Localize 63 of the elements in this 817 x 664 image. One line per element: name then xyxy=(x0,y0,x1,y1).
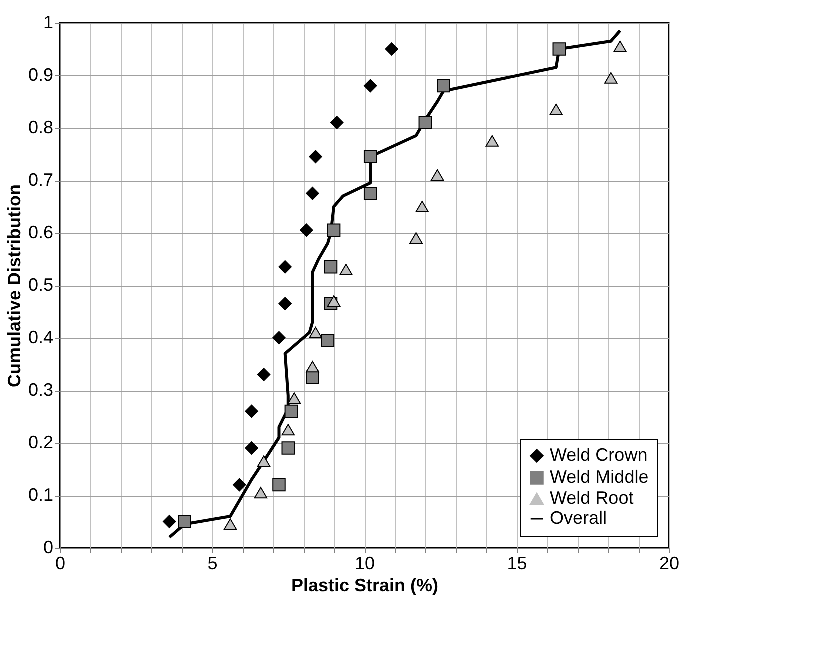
y-tick-label: 0.8 xyxy=(28,118,54,138)
point xyxy=(364,79,378,93)
point xyxy=(272,331,286,345)
point xyxy=(364,150,378,164)
legend-label: Overall xyxy=(550,508,608,528)
point xyxy=(410,232,423,244)
point xyxy=(340,264,353,276)
x-tick-label: 15 xyxy=(507,554,528,574)
point xyxy=(330,116,344,130)
point xyxy=(278,297,292,310)
x-tick-label: 10 xyxy=(354,554,376,574)
x-tick-label: 5 xyxy=(208,554,218,574)
point xyxy=(327,295,341,308)
point xyxy=(245,442,258,455)
point xyxy=(288,392,302,404)
y-tick-label: 0.9 xyxy=(28,65,54,85)
point xyxy=(430,169,444,182)
point xyxy=(272,478,286,492)
point xyxy=(282,442,295,455)
point xyxy=(437,79,450,93)
point xyxy=(233,478,246,492)
y-tick-label: 0.4 xyxy=(28,328,54,348)
point xyxy=(486,135,500,147)
y-tick-label: 0.1 xyxy=(28,485,54,505)
point xyxy=(327,224,341,237)
point xyxy=(257,456,271,468)
point xyxy=(385,42,399,56)
point xyxy=(416,200,429,213)
point xyxy=(324,260,338,274)
point xyxy=(284,404,298,418)
y-tick-label: 0.7 xyxy=(28,170,54,190)
y-tick-label: 0.2 xyxy=(28,432,54,452)
point xyxy=(224,518,238,530)
y-tick-label: 0 xyxy=(43,538,54,558)
legend-label: Weld Middle xyxy=(550,467,649,487)
point xyxy=(245,404,258,418)
y-tick-label: 0.6 xyxy=(28,222,54,242)
point xyxy=(282,424,295,436)
x-axis-title: Plastic Strain (%) xyxy=(291,576,439,596)
point xyxy=(257,368,271,382)
x-tick-label: 20 xyxy=(659,554,680,574)
legend-label: Weld Root xyxy=(550,488,634,508)
point xyxy=(309,326,322,339)
point xyxy=(309,150,322,164)
point xyxy=(178,515,192,528)
point xyxy=(614,40,627,52)
point xyxy=(550,104,563,116)
point xyxy=(306,361,320,373)
legend-label: Weld Crown xyxy=(550,445,648,465)
point xyxy=(418,116,432,130)
point xyxy=(321,334,335,348)
y-tick-label: 0.3 xyxy=(28,380,54,400)
point xyxy=(162,515,176,528)
y-tick-label: 0.5 xyxy=(28,275,54,295)
point xyxy=(364,187,378,200)
point xyxy=(306,187,320,200)
point xyxy=(254,487,268,499)
point xyxy=(278,260,292,274)
point xyxy=(300,224,314,237)
y-tick-label: 1 xyxy=(43,12,54,32)
point xyxy=(552,42,566,56)
y-axis-title: Cumulative Distribution xyxy=(4,184,24,388)
point xyxy=(604,72,618,84)
